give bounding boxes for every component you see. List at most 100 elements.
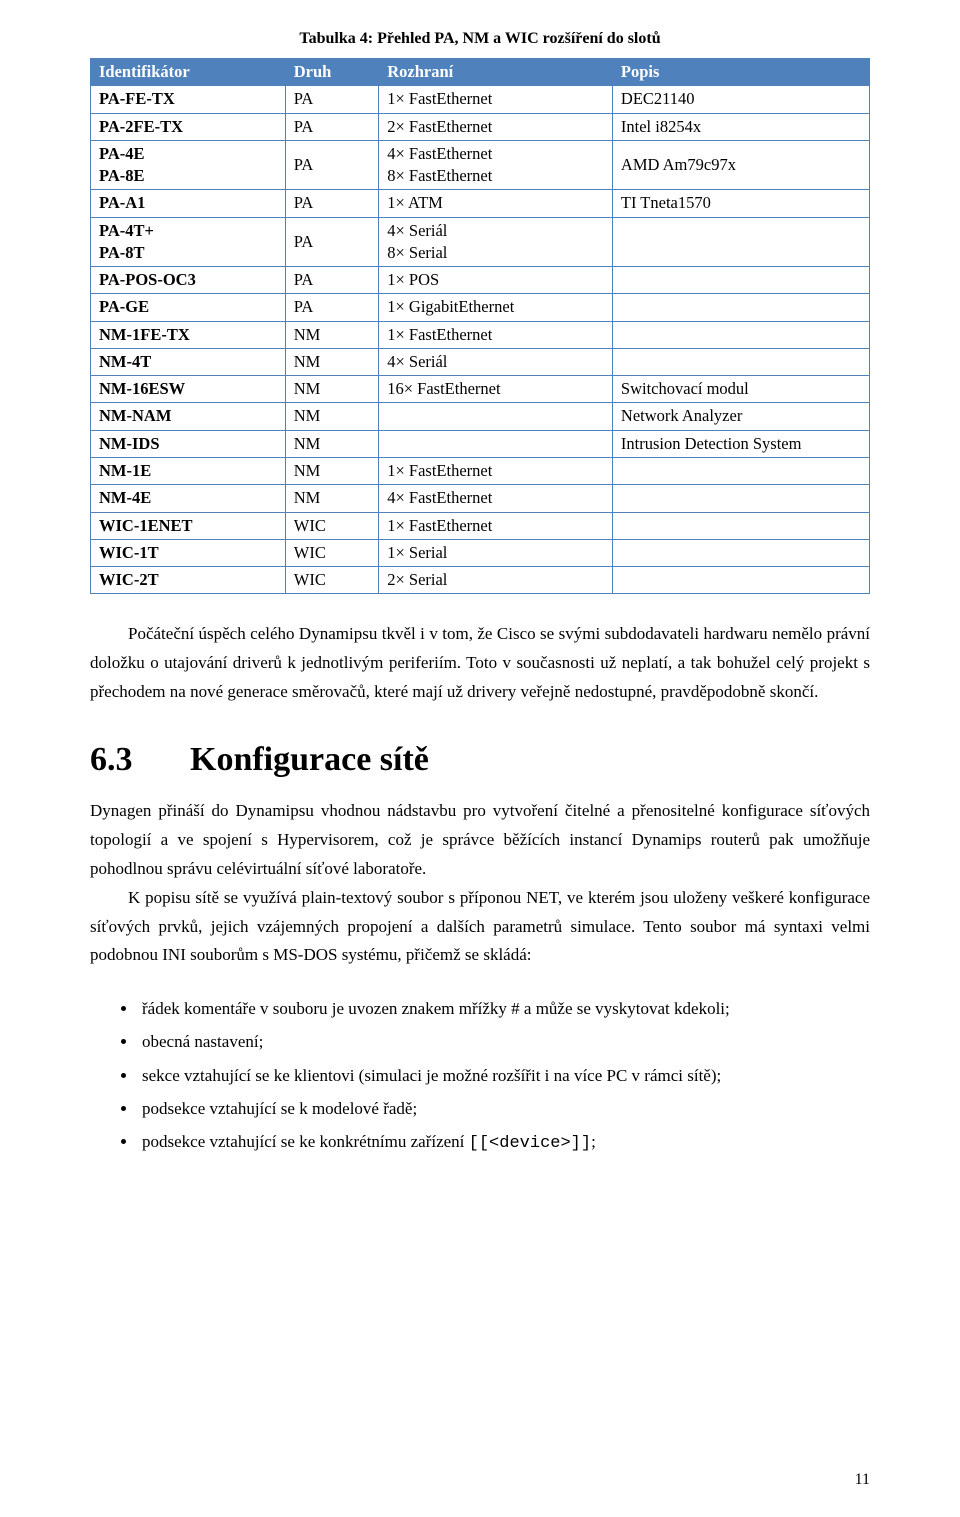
list-item: podsekce vztahující se k modelové řadě; [138,1092,870,1125]
th-identifikator: Identifikátor [91,59,286,86]
table-row: PA-FE-TXPA1× FastEthernetDEC21140 [91,86,870,113]
section-number: 6.3 [90,741,190,779]
table-cell: NM-16ESW [91,376,286,403]
table-cell: PA [285,217,378,267]
list-item: sekce vztahující se ke klientovi (simula… [138,1059,870,1092]
th-druh: Druh [285,59,378,86]
table-cell: 4× FastEthernet8× FastEthernet [379,140,613,190]
table-row: NM-16ESWNM16× FastEthernetSwitchovací mo… [91,376,870,403]
table-row: PA-2FE-TXPA2× FastEthernetIntel i8254x [91,113,870,140]
table-row: NM-IDSNM Intrusion Detection System [91,430,870,457]
table-cell: PA [285,190,378,217]
table-cell: NM-1FE-TX [91,321,286,348]
table-cell: 4× FastEthernet [379,485,613,512]
table-cell [612,267,869,294]
table-cell: Switchovací modul [612,376,869,403]
table-cell [612,539,869,566]
table-cell: 1× FastEthernet [379,512,613,539]
paragraph-3: K popisu sítě se využívá plain-textový s… [90,884,870,971]
table-cell: NM-IDS [91,430,286,457]
table-cell: 1× FastEthernet [379,86,613,113]
table-row: PA-GEPA1× GigabitEthernet [91,294,870,321]
table-cell: 16× FastEthernet [379,376,613,403]
table-cell: NM [285,457,378,484]
table-cell [379,430,613,457]
table-cell: PA-A1 [91,190,286,217]
table-body: PA-FE-TXPA1× FastEthernetDEC21140PA-2FE-… [91,86,870,594]
expansion-table: Identifikátor Druh Rozhraní Popis PA-FE-… [90,58,870,594]
table-row: PA-POS-OC3PA1× POS [91,267,870,294]
table-cell: AMD Am79c97x [612,140,869,190]
table-cell: NM [285,430,378,457]
paragraph-intro: Počáteční úspěch celého Dynamipsu tkvěl … [90,620,870,707]
section-heading: 6.3Konfigurace sítě [90,741,870,779]
table-cell: Intel i8254x [612,113,869,140]
table-cell: 1× GigabitEthernet [379,294,613,321]
table-cell: NM [285,403,378,430]
table-cell: PA [285,113,378,140]
table-cell [612,321,869,348]
table-cell: DEC21140 [612,86,869,113]
table-cell: NM-NAM [91,403,286,430]
th-rozhrani: Rozhraní [379,59,613,86]
table-cell: TI Tneta1570 [612,190,869,217]
table-cell [612,217,869,267]
paragraph-2: Dynagen přináší do Dynamipsu vhodnou nád… [90,797,870,884]
table-cell: 2× FastEthernet [379,113,613,140]
table-cell [612,485,869,512]
bullet-list: řádek komentáře v souboru je uvozen znak… [90,992,870,1160]
table-cell: PA-2FE-TX [91,113,286,140]
table-cell: NM-1E [91,457,286,484]
table-cell: PA-4EPA-8E [91,140,286,190]
page: Tabulka 4: Přehled PA, NM a WIC rozšířen… [0,0,960,1517]
bullet-5-prefix: podsekce vztahující se ke konkrétnímu za… [142,1132,469,1151]
table-cell: 1× FastEthernet [379,321,613,348]
table-cell: Network Analyzer [612,403,869,430]
table-cell: 1× ATM [379,190,613,217]
table-row: NM-4ENM4× FastEthernet [91,485,870,512]
table-cell: NM [285,485,378,512]
table-cell: WIC-1ENET [91,512,286,539]
table-cell: WIC-1T [91,539,286,566]
table-row: PA-4T+PA-8TPA4× Seriál8× Serial [91,217,870,267]
table-cell: 1× POS [379,267,613,294]
table-cell: PA [285,140,378,190]
table-cell: PA-4T+PA-8T [91,217,286,267]
table-row: NM-1ENM1× FastEthernet [91,457,870,484]
table-cell [612,567,869,594]
table-cell: NM [285,321,378,348]
table-cell: PA [285,86,378,113]
table-cell: PA [285,267,378,294]
table-row: NM-4TNM4× Seriál [91,348,870,375]
table-cell [612,457,869,484]
table-cell: 4× Seriál8× Serial [379,217,613,267]
table-cell [612,512,869,539]
bullet-5-suffix: ; [591,1132,596,1151]
table-caption: Tabulka 4: Přehled PA, NM a WIC rozšířen… [90,30,870,48]
table-cell: NM-4T [91,348,286,375]
table-header-row: Identifikátor Druh Rozhraní Popis [91,59,870,86]
table-cell: 1× FastEthernet [379,457,613,484]
table-cell: WIC [285,512,378,539]
table-row: NM-NAMNM Network Analyzer [91,403,870,430]
table-cell: PA-POS-OC3 [91,267,286,294]
table-cell: 1× Serial [379,539,613,566]
table-cell: 2× Serial [379,567,613,594]
bullet-5-code: [[<device>]] [469,1134,591,1153]
table-cell: NM [285,348,378,375]
table-cell: WIC [285,539,378,566]
table-cell [612,348,869,375]
list-item: řádek komentáře v souboru je uvozen znak… [138,992,870,1025]
table-cell: 4× Seriál [379,348,613,375]
table-row: WIC-1TWIC1× Serial [91,539,870,566]
table-cell [379,403,613,430]
table-cell [612,294,869,321]
th-popis: Popis [612,59,869,86]
section-title: Konfigurace sítě [190,741,429,778]
page-number: 11 [855,1471,870,1489]
table-cell: PA [285,294,378,321]
table-row: NM-1FE-TXNM1× FastEthernet [91,321,870,348]
list-item: obecná nastavení; [138,1025,870,1058]
table-row: PA-4EPA-8EPA4× FastEthernet8× FastEthern… [91,140,870,190]
table-cell: Intrusion Detection System [612,430,869,457]
